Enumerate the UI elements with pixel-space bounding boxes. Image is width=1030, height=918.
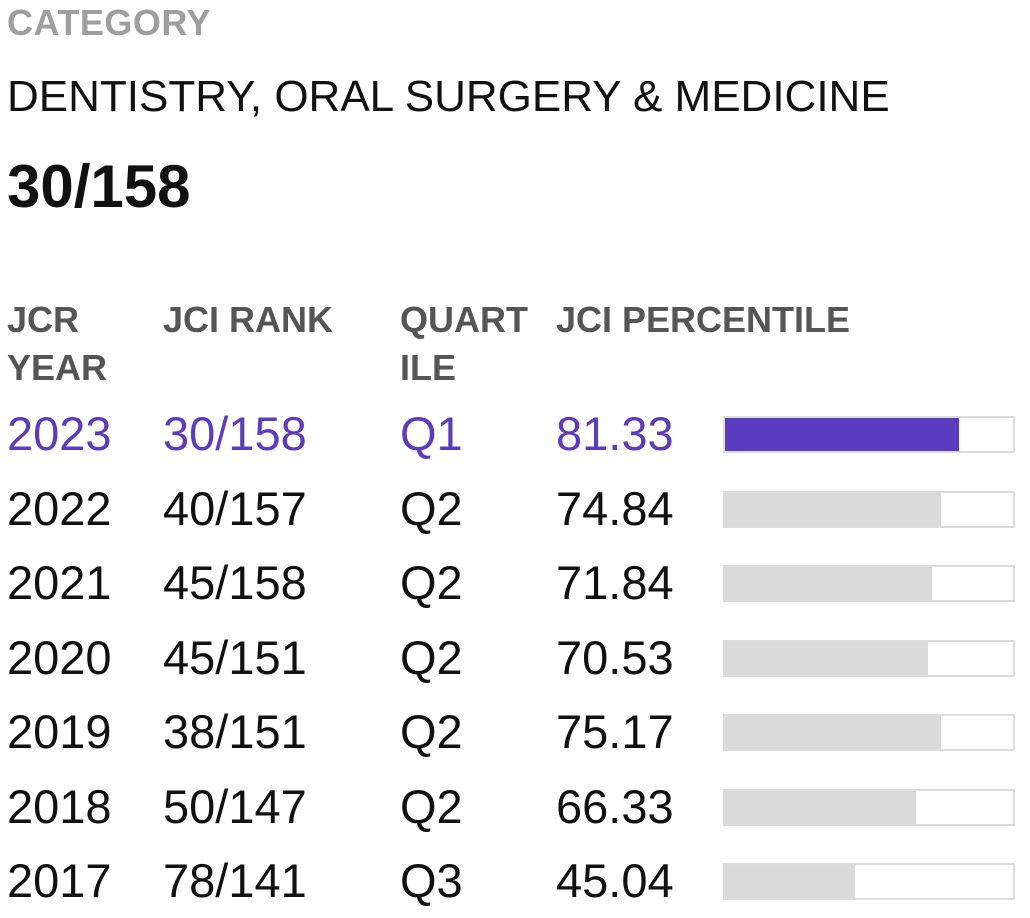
row-quartile: Q3: [400, 854, 463, 907]
percentile-bar: [723, 788, 1015, 826]
percentile-bar-fill: [725, 716, 942, 749]
percentile-bar-fill: [725, 567, 932, 600]
row-percentile: 66.33: [556, 779, 674, 833]
row-rank: 45/158: [163, 556, 307, 609]
table-header-rank: JCI RANK: [163, 299, 334, 340]
row-percentile: 45.04: [556, 854, 674, 907]
row-year: 2022: [7, 481, 112, 535]
percentile-bar-fill: [725, 641, 929, 675]
percentile-bar: [723, 714, 1015, 751]
table-row: 2021 45/158 Q2 71.84: [0, 546, 1030, 620]
row-percentile: 74.84: [556, 481, 674, 535]
table-row: 2020 45/151 Q2 70.53: [0, 621, 1030, 695]
row-rank: 50/147: [163, 779, 307, 833]
row-year: 2018: [7, 779, 112, 833]
percentile-bar-fill: [725, 492, 941, 526]
row-year: 2023: [7, 407, 112, 460]
row-year: 2017: [7, 854, 112, 907]
percentile-bar: [723, 565, 1015, 602]
row-percentile: 70.53: [556, 630, 674, 684]
percentile-bar: [723, 863, 1015, 900]
table-header-year: JCR YEAR: [7, 299, 108, 388]
row-rank: 45/151: [163, 630, 307, 684]
row-rank: 38/151: [163, 705, 307, 758]
table-header-quartile: QUART ILE: [400, 299, 528, 388]
row-year: 2020: [7, 630, 112, 684]
row-percentile: 81.33: [556, 407, 674, 460]
table-row: 2019 38/151 Q2 75.17: [0, 695, 1030, 769]
percentile-bar-fill: [725, 865, 855, 898]
row-quartile: Q2: [400, 556, 463, 609]
table-row: 2023 30/158 Q1 81.33: [0, 397, 1030, 471]
category-name: DENTISTRY, ORAL SURGERY & MEDICINE: [7, 72, 890, 121]
row-quartile: Q1: [400, 407, 463, 460]
percentile-bar: [723, 416, 1015, 453]
percentile-bar-fill: [725, 418, 960, 451]
percentile-bar-fill: [725, 790, 917, 824]
row-quartile: Q2: [400, 481, 463, 535]
row-year: 2019: [7, 705, 112, 758]
row-rank: 30/158: [163, 407, 307, 460]
table-row: 2022 40/157 Q2 74.84: [0, 472, 1030, 546]
row-percentile: 71.84: [556, 556, 674, 609]
row-rank: 40/157: [163, 481, 307, 535]
table-header-percentile: JCI PERCENTILE: [556, 299, 851, 340]
row-percentile: 75.17: [556, 705, 674, 758]
category-label: CATEGORY: [7, 2, 212, 43]
table-row: 2018 50/147 Q2 66.33: [0, 770, 1030, 844]
percentile-bar: [723, 490, 1015, 528]
row-quartile: Q2: [400, 705, 463, 758]
percentile-bar: [723, 639, 1015, 677]
row-rank: 78/141: [163, 854, 307, 907]
row-year: 2021: [7, 556, 112, 609]
table-row: 2017 78/141 Q3 45.04: [0, 844, 1030, 918]
row-quartile: Q2: [400, 630, 463, 684]
category-rank: 30/158: [7, 153, 191, 220]
row-quartile: Q2: [400, 779, 463, 833]
